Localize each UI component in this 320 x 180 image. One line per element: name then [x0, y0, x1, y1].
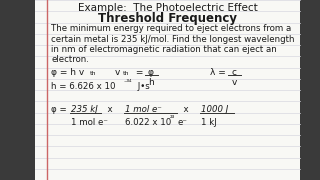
Text: 235 kJ: 235 kJ: [71, 105, 98, 114]
Text: x: x: [178, 105, 194, 114]
Bar: [35, 0, 300, 180]
Text: 1000 J: 1000 J: [201, 105, 228, 114]
Text: v: v: [115, 68, 120, 77]
Text: ²³: ²³: [170, 116, 175, 122]
Text: h: h: [148, 78, 154, 87]
Text: v: v: [232, 78, 237, 87]
Text: 6.022 x 10: 6.022 x 10: [125, 118, 171, 127]
Text: certain metal is 235 kJ/mol. Find the longest wavelength: certain metal is 235 kJ/mol. Find the lo…: [51, 35, 294, 44]
Text: λ =: λ =: [210, 68, 228, 77]
Text: ⁻³⁴: ⁻³⁴: [124, 80, 132, 86]
Text: th: th: [123, 71, 130, 76]
Text: e⁻: e⁻: [177, 118, 187, 127]
Text: =: =: [133, 68, 146, 77]
Text: φ =: φ =: [51, 105, 69, 114]
Text: electron.: electron.: [51, 55, 89, 64]
Text: in nm of electromagnetic radiation that can eject an: in nm of electromagnetic radiation that …: [51, 45, 277, 54]
Text: φ: φ: [148, 68, 154, 77]
Text: x: x: [102, 105, 118, 114]
Text: The minimum energy required to eject electrons from a: The minimum energy required to eject ele…: [51, 24, 291, 33]
Text: Example:  The Photoelectric Effect: Example: The Photoelectric Effect: [78, 3, 257, 13]
Text: th: th: [90, 71, 97, 76]
Text: 1 kJ: 1 kJ: [201, 118, 217, 127]
Text: h = 6.626 x 10: h = 6.626 x 10: [51, 82, 116, 91]
Text: 1 mol e⁻: 1 mol e⁻: [125, 105, 162, 114]
Text: φ = h v: φ = h v: [51, 68, 84, 77]
Text: 1 mol e⁻: 1 mol e⁻: [71, 118, 108, 127]
Text: Threshold Frequency: Threshold Frequency: [98, 12, 237, 25]
Text: c: c: [232, 68, 237, 77]
Text: J•s: J•s: [135, 82, 150, 91]
